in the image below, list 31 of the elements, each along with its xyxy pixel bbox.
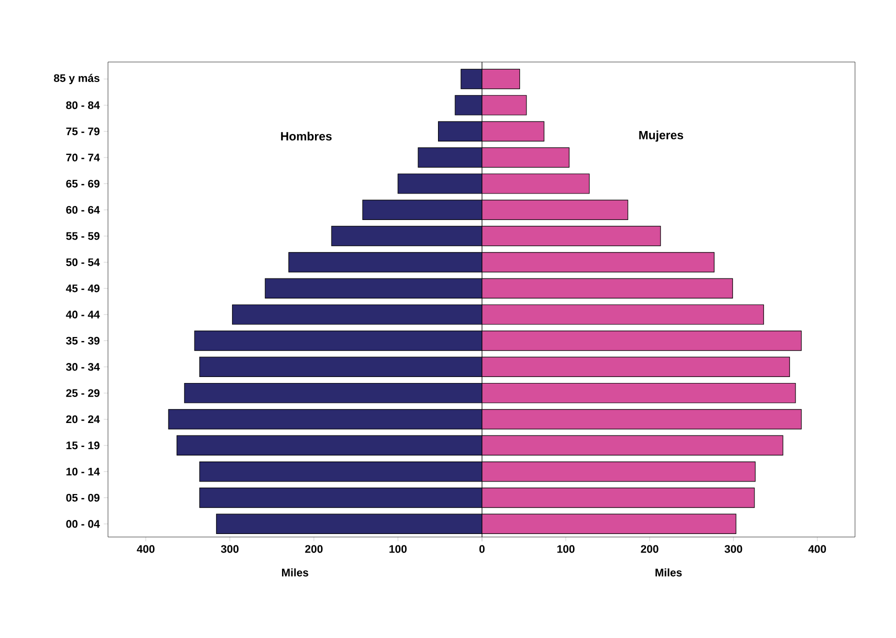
x-tick-label: 400 [136,545,154,553]
text: Mujeres [639,130,684,142]
y-tick-label: 05 - 09 [66,494,100,502]
y-tick-label: 35 - 39 [66,336,100,345]
y-tick-label: 10 - 14 [66,468,100,476]
x-axis-title: Miles [282,568,308,576]
y-tick-label: 00 - 04 [66,520,100,528]
y-tick-label: 30 - 34 [66,363,100,371]
y-tick-label: 60 - 64 [66,206,100,214]
y-tick-label: 50 - 54 [66,258,100,266]
y-tick-label: 55 - 59 [66,232,100,240]
x-tick-label: 100 [557,545,575,553]
y-tick-label: 70 - 74 [66,154,100,162]
y-tick-label: 80 - 84 [66,101,100,110]
x-axis-title: Miles [656,568,682,576]
x-tick-label: 100 [390,545,407,553]
y-tick-label: 40 - 44 [66,310,100,318]
y-tick-label: 45 - 49 [66,284,100,292]
x-tick-label: 200 [640,545,658,553]
y-tick-label: 75 - 79 [66,127,100,136]
y-tick-label: 25 - 29 [66,389,100,397]
x-tick-label: 0 [479,545,485,553]
text: Hombres [281,132,332,140]
x-tick-label: 200 [305,545,323,553]
x-tick-label: 400 [808,545,826,553]
y-tick-label: 15 - 19 [66,442,100,450]
y-tick-label: 20 - 24 [66,415,100,424]
x-tick-label: 300 [220,545,239,553]
y-tick-label: 85 y más [54,74,100,84]
y-tick-label: 65 - 69 [66,180,100,188]
x-tick-label: 300 [724,545,742,553]
